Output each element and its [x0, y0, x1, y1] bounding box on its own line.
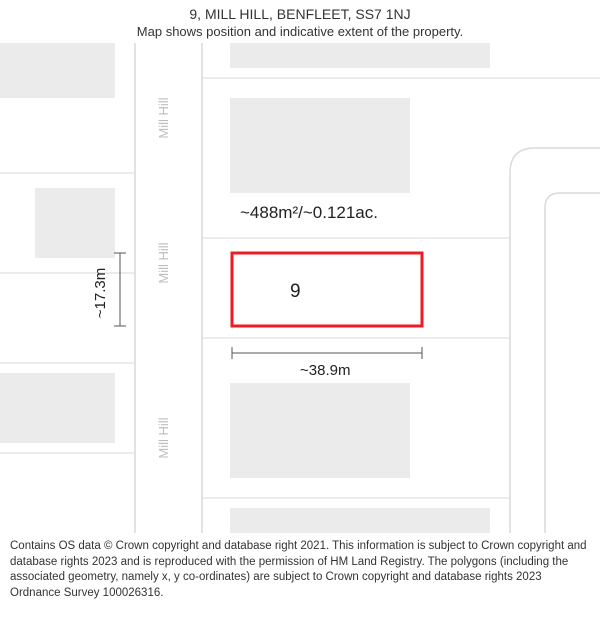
header: 9, MILL HILL, BENFLEET, SS7 1NJ Map show… — [0, 0, 600, 39]
map-container: Mill Hill Mill Hill Mill Hill 9 ~488m²/~0.12… — [0, 43, 600, 533]
svg-text:Mill Hill: Mill Hill — [156, 242, 171, 283]
plot-number: 9 — [290, 281, 301, 302]
address-title: 9, MILL HILL, BENFLEET, SS7 1NJ — [0, 6, 600, 22]
property-map: Mill Hill Mill Hill Mill Hill 9 ~488m²/~0.12… — [0, 43, 600, 533]
width-dimension: ~38.9m — [300, 362, 350, 379]
subtitle: Map shows position and indicative extent… — [0, 24, 600, 39]
svg-text:Mill Hill: Mill Hill — [156, 97, 171, 138]
svg-text:Mill Hill: Mill Hill — [156, 417, 171, 458]
area-label: ~488m²/~0.121ac. — [240, 203, 378, 222]
height-dimension: ~17.3m — [92, 268, 109, 318]
copyright-footer: Contains OS data © Crown copyright and d… — [0, 533, 600, 601]
